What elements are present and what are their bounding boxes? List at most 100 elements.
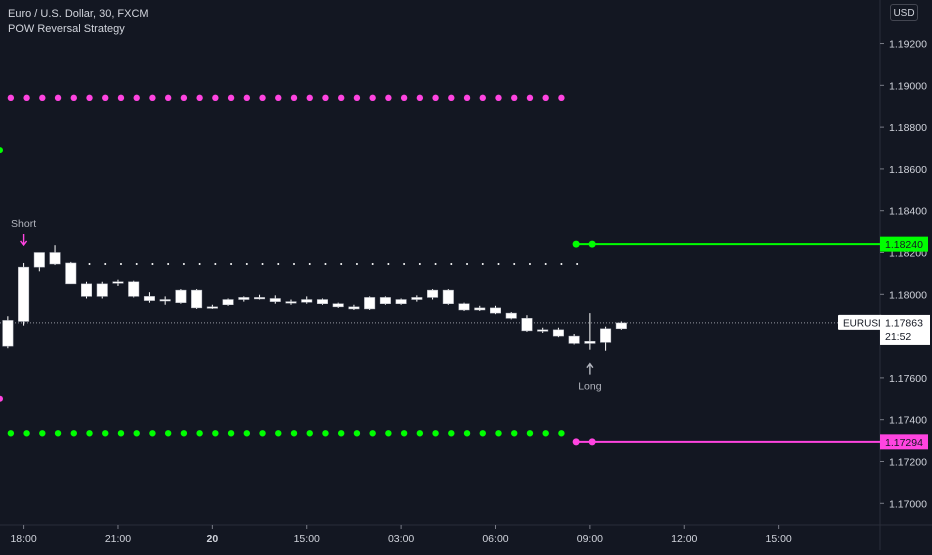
candle-body[interactable]: [411, 297, 423, 300]
candle-body[interactable]: [2, 320, 14, 347]
y-tick-label: 1.19000: [889, 80, 927, 92]
edge-magenta-dot: [0, 395, 3, 402]
upper-stop-dot: [54, 94, 62, 102]
upper-stop-dot: [23, 94, 30, 102]
entry-level-dot: [576, 263, 579, 265]
candle-body[interactable]: [206, 306, 218, 309]
entry-level-dot: [371, 263, 374, 265]
upper-stop-dot: [86, 94, 93, 102]
candle-body[interactable]: [505, 312, 517, 319]
candle-body[interactable]: [537, 329, 549, 332]
lower-stop-dot: [164, 430, 172, 437]
candle-body[interactable]: [379, 297, 391, 304]
candle-body[interactable]: [489, 307, 501, 314]
upper-stop-dot: [102, 94, 109, 102]
entry-level-dot: [450, 263, 453, 265]
candle-body[interactable]: [521, 318, 533, 332]
lower-stop-dot: [133, 430, 140, 437]
lower-stop-dot: [322, 430, 329, 437]
upper-stop-dot: [448, 94, 455, 102]
lower-stop-dot: [7, 430, 15, 437]
candle-body[interactable]: [269, 298, 281, 302]
lower-stop-dot: [558, 430, 565, 437]
lower-stop-dot: [542, 430, 549, 437]
upper-stop-dot: [353, 94, 361, 102]
candle-body[interactable]: [238, 297, 250, 300]
candle-body[interactable]: [584, 341, 596, 344]
short-marker-label: Short: [11, 218, 36, 230]
candle-body[interactable]: [301, 299, 313, 303]
upper-stop-dot: [39, 94, 46, 102]
lower-stop-dot: [70, 430, 77, 437]
candle-body[interactable]: [18, 266, 30, 322]
candle-body[interactable]: [442, 289, 454, 304]
indicator-title[interactable]: POW Reversal Strategy: [8, 23, 125, 35]
lower-stop-dot: [39, 430, 46, 437]
candle-body[interactable]: [96, 283, 108, 297]
lower-stop-dot: [526, 430, 534, 437]
chart-header: Euro / U.S. Dollar, 30, FXCM POW Reversa…: [8, 7, 149, 37]
lower-stop-dot: [290, 430, 298, 437]
upper-stop-dot: [117, 94, 125, 102]
candle-body[interactable]: [395, 299, 407, 304]
candle-body[interactable]: [348, 306, 360, 310]
currency-badge[interactable]: USD: [890, 4, 918, 21]
entry-level-dot: [88, 263, 91, 265]
candle-body[interactable]: [81, 283, 93, 297]
green-target-start-dot: [572, 240, 580, 248]
candle-body[interactable]: [222, 299, 234, 306]
y-tick-label: 1.17600: [889, 373, 927, 385]
candle-body[interactable]: [65, 262, 77, 285]
candle-body[interactable]: [600, 328, 612, 343]
candle-body[interactable]: [332, 303, 344, 308]
entry-level-dot: [308, 263, 311, 265]
upper-stop-dot: [400, 94, 408, 102]
candle-body[interactable]: [568, 335, 580, 344]
x-tick-label: 21:00: [105, 533, 131, 545]
entry-level-dot: [528, 263, 531, 265]
candle-body[interactable]: [191, 289, 203, 309]
y-tick-label: 1.17400: [889, 415, 927, 427]
entry-level-dot: [544, 263, 547, 265]
candle-body[interactable]: [474, 307, 486, 311]
upper-stop-dot: [243, 94, 251, 102]
candle-body[interactable]: [112, 281, 124, 284]
candle-body[interactable]: [458, 303, 470, 311]
x-tick-label: 09:00: [577, 533, 603, 545]
y-tick-label: 1.18800: [889, 122, 927, 134]
candle-body[interactable]: [49, 252, 61, 265]
entry-level-dot: [340, 263, 343, 265]
candle-body[interactable]: [285, 301, 297, 304]
entry-level-dot: [182, 263, 185, 265]
magenta-target-price-label-bg: [880, 434, 928, 450]
lower-stop-dot: [180, 430, 188, 437]
entry-level-dot: [167, 263, 170, 265]
candle-body[interactable]: [143, 296, 155, 301]
entry-level-dot: [198, 263, 201, 265]
candle-body[interactable]: [33, 252, 45, 268]
symbol-title[interactable]: Euro / U.S. Dollar, 30, FXCM: [8, 8, 149, 20]
lower-stop-dot: [416, 430, 424, 437]
lower-stop-dot: [400, 430, 408, 437]
lower-stop-dot: [432, 430, 439, 437]
lower-stop-dot: [495, 430, 502, 437]
candle-body[interactable]: [175, 289, 187, 303]
candle-body[interactable]: [159, 299, 171, 302]
entry-level-dot: [513, 263, 516, 265]
lower-stop-dot: [463, 430, 471, 437]
lower-stop-dot: [23, 430, 30, 437]
last-price-value: 1.17863: [885, 317, 923, 329]
candle-body[interactable]: [128, 281, 140, 297]
candle-body[interactable]: [552, 329, 564, 337]
long-marker-label: Long: [578, 381, 602, 393]
candle-body[interactable]: [316, 299, 328, 304]
candle-body[interactable]: [254, 297, 266, 300]
candle-body[interactable]: [615, 322, 627, 330]
lower-stop-dot: [369, 430, 376, 437]
entry-level-dot: [418, 263, 421, 265]
entry-level-dot: [560, 263, 563, 265]
candle-body[interactable]: [427, 289, 439, 298]
candle-body[interactable]: [364, 297, 376, 310]
